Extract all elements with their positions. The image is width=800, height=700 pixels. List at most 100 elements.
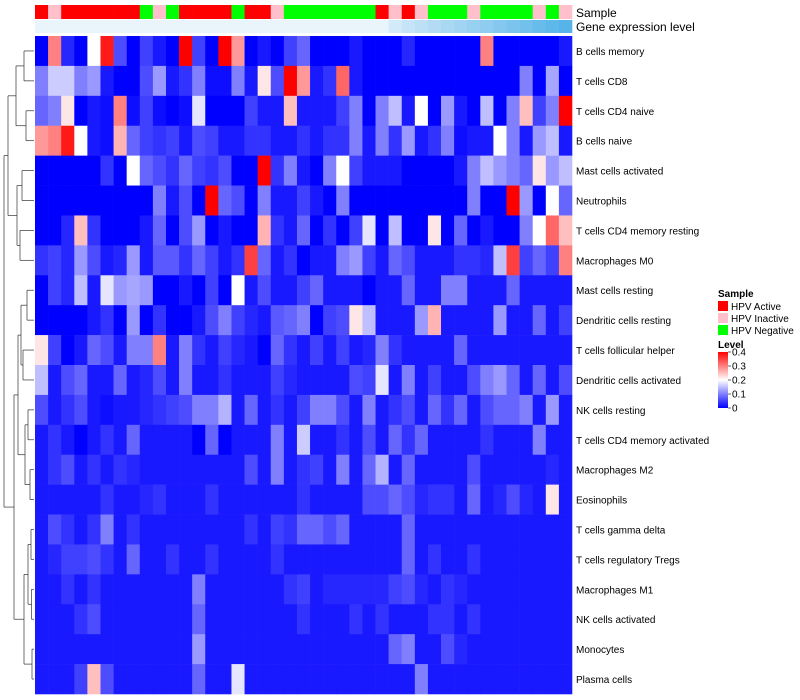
heatmap-cell [35,484,49,515]
heatmap-cell [441,65,455,97]
heatmap-cell [113,125,127,156]
heatmap-cell [257,275,272,306]
heatmap-cell [61,394,75,426]
heatmap-cell [506,125,520,156]
sample-annotation-cell [257,5,272,19]
heatmap-cell [323,664,337,695]
heatmap-cell [100,484,114,515]
heatmap-cell [61,544,75,575]
heatmap-cell [87,394,101,426]
sample-annotation-cell [388,5,403,19]
heatmap-cell [441,305,455,336]
heatmap-cell [493,305,507,336]
heatmap-cell [427,275,442,306]
heatmap-cell [480,335,494,366]
heatmap-cell [480,245,494,276]
heatmap-cell [126,424,141,456]
heatmap-cell [244,664,258,695]
heatmap-cell [375,544,389,575]
row-label: Neutrophils [576,197,627,208]
heatmap-cell [139,514,154,545]
heatmap-cell [401,65,416,97]
heatmap-cell [100,95,114,127]
heatmap-cell [61,454,75,485]
heatmap-cell [165,365,180,396]
heatmap-cell [231,664,245,695]
heatmap-cell [152,305,167,336]
heatmap-cell [545,664,560,695]
sample-annotation-cell [100,5,114,19]
row-label: Mast cells activated [576,167,663,178]
heatmap-cell [427,484,442,515]
heatmap-cell [388,95,403,127]
heatmap-cell [74,424,88,456]
heatmap-cell [454,454,468,485]
heatmap-cell [427,634,442,665]
level-tick-label: 0.2 [732,376,746,387]
heatmap-cell [231,125,245,156]
heatmap-cell [152,634,167,665]
heatmap-cell [74,664,88,695]
heatmap-cell [375,95,389,127]
heatmap-cell [375,185,389,216]
heatmap-cell [192,36,206,67]
heatmap-cell [401,544,416,575]
heatmap-cell [244,394,258,426]
heatmap-cell [493,335,507,366]
heatmap-cell [231,484,245,515]
heatmap-cell [493,544,507,575]
heatmap-cell [441,335,455,366]
heatmap-cell [165,664,180,695]
heatmap-cell [270,394,285,426]
heatmap-cell [388,65,403,97]
legend-label-hpv-inactive: HPV Inactive [731,314,789,325]
heatmap-cell [349,365,363,396]
heatmap-cell [126,185,141,216]
expression-annotation-cell [139,20,154,33]
heatmap-cell [244,65,258,97]
heatmap-cell [362,36,376,67]
heatmap-cell [454,95,468,127]
heatmap-cell [310,245,324,276]
heatmap-cell [283,664,298,695]
heatmap-cell [48,514,62,545]
heatmap-cell [126,634,141,665]
heatmap-cell [113,275,127,306]
heatmap-cell [35,65,49,97]
heatmap-cell [480,65,494,97]
heatmap-cell [257,574,272,605]
heatmap-cell [323,574,337,605]
heatmap-cell [349,185,363,216]
heatmap-cell [244,275,258,306]
heatmap-cell [323,544,337,575]
heatmap-cell [87,95,101,127]
heatmap-cell [35,275,49,306]
expression-annotation-cell [558,20,573,33]
heatmap-cell [506,514,520,545]
heatmap-cell [179,544,193,575]
heatmap-cell [74,65,88,97]
heatmap-cell [454,125,468,156]
heatmap-cell [257,36,272,67]
heatmap-cell [336,125,350,156]
heatmap-cell [336,604,350,635]
heatmap-cell [126,275,141,306]
expression-annotation-cell [231,20,245,33]
row-label: Macrophages M2 [576,466,654,477]
heatmap-cell [179,185,193,216]
heatmap-cell [87,335,101,366]
heatmap-cell [126,125,141,156]
heatmap-cell [296,215,311,246]
sample-annotation-cell [532,5,547,19]
heatmap-cell [139,185,154,216]
heatmap-cell [152,215,167,246]
expression-annotation-cell [100,20,114,33]
heatmap-cell [388,245,403,276]
sample-annotation-cell [349,5,363,19]
heatmap-cell [244,454,258,485]
level-color-bar [718,352,728,408]
heatmap-cell [375,604,389,635]
heatmap-cell [61,514,75,545]
heatmap-cell [441,484,455,515]
heatmap-cell [205,275,219,306]
